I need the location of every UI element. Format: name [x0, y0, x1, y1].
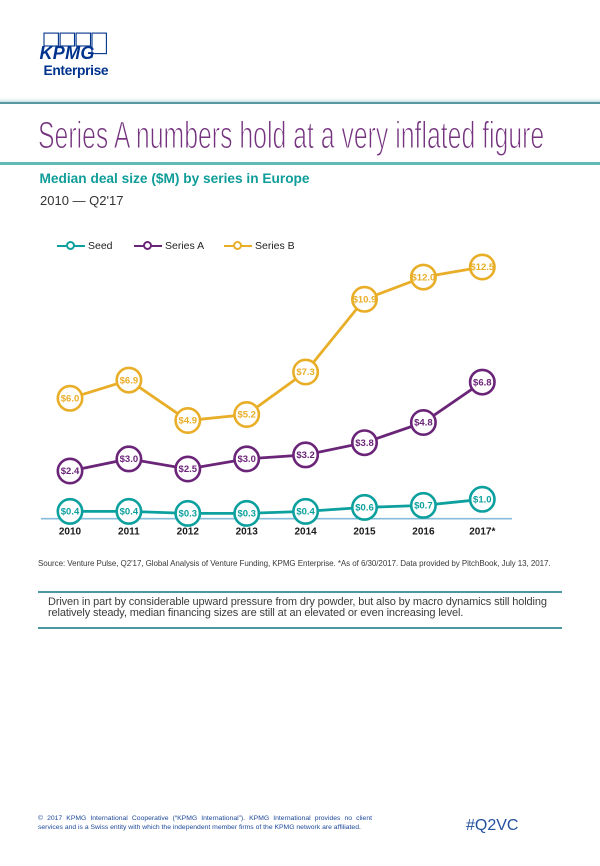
svg-text:2011: 2011: [118, 527, 140, 538]
svg-text:$7.3: $7.3: [296, 367, 315, 378]
svg-text:$3.2: $3.2: [296, 450, 315, 461]
svg-text:$1.0: $1.0: [473, 495, 492, 506]
svg-text:2015: 2015: [353, 527, 376, 538]
svg-text:$0.4: $0.4: [120, 507, 139, 518]
svg-text:$6.9: $6.9: [120, 375, 139, 386]
svg-text:$0.7: $0.7: [414, 501, 433, 512]
svg-text:$0.4: $0.4: [296, 507, 315, 518]
svg-text:$4.9: $4.9: [179, 416, 198, 427]
svg-text:$12.0: $12.0: [412, 272, 436, 283]
svg-text:$2.5: $2.5: [179, 464, 198, 475]
svg-text:$4.8: $4.8: [414, 418, 433, 429]
svg-text:2012: 2012: [177, 527, 200, 538]
svg-text:$2.4: $2.4: [61, 466, 80, 477]
svg-text:$6.0: $6.0: [61, 394, 80, 405]
svg-text:$0.3: $0.3: [179, 509, 198, 520]
svg-text:2010: 2010: [59, 527, 82, 538]
svg-text:$6.8: $6.8: [473, 377, 492, 388]
svg-text:$0.4: $0.4: [61, 507, 80, 518]
svg-text:$10.9: $10.9: [353, 295, 377, 306]
svg-text:$0.3: $0.3: [237, 509, 256, 520]
svg-text:2013: 2013: [236, 527, 259, 538]
svg-text:$3.8: $3.8: [355, 438, 374, 449]
svg-text:$12.5: $12.5: [470, 262, 494, 273]
svg-text:$3.0: $3.0: [237, 454, 256, 465]
svg-text:$5.2: $5.2: [237, 410, 256, 421]
svg-text:$3.0: $3.0: [120, 454, 139, 465]
svg-text:2017*: 2017*: [469, 527, 495, 538]
svg-text:2014: 2014: [294, 527, 317, 538]
svg-text:2016: 2016: [412, 527, 435, 538]
svg-text:$0.6: $0.6: [355, 503, 374, 514]
